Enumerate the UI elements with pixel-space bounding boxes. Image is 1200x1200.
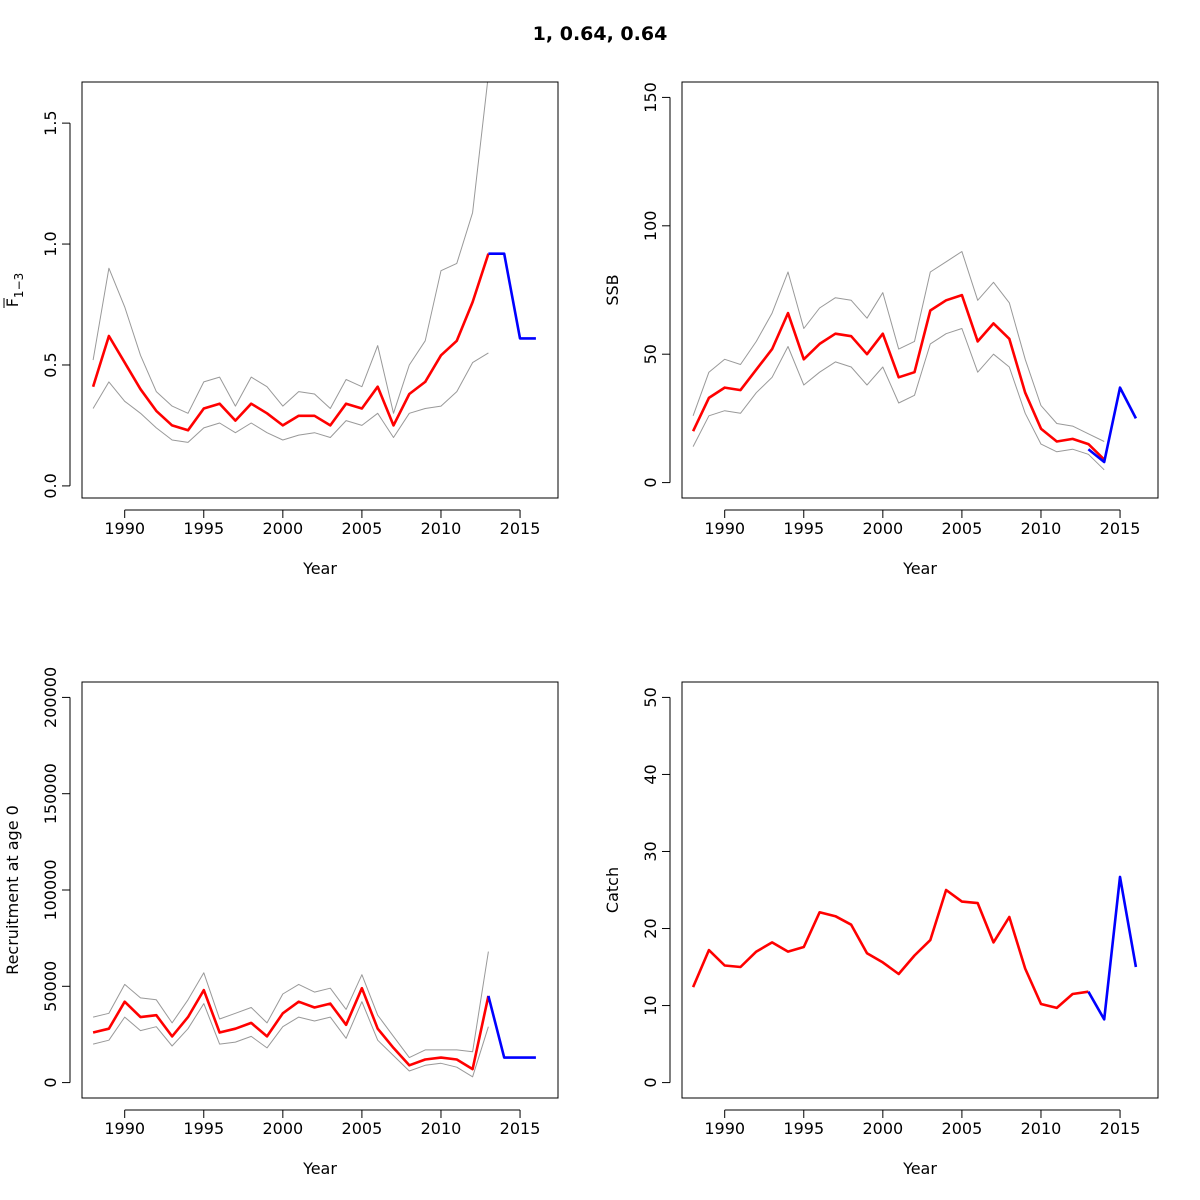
series-group	[91, 82, 536, 443]
x-tick-label: 1990	[704, 519, 745, 538]
y-tick-label: 30	[641, 841, 660, 861]
y-tick-label: 10	[641, 995, 660, 1015]
x-tick-label: 1995	[183, 519, 224, 538]
x-axis: 1990 1995 2000 2005 2010 2015	[104, 1109, 541, 1138]
y-tick-label: 100000	[41, 859, 60, 920]
x-axis: 1990 1995 2000 2005 2010 2015	[704, 509, 1141, 538]
upper-line	[92, 82, 489, 414]
x-tick-label: 1990	[104, 519, 145, 538]
y-tick-label: 0.5	[41, 352, 60, 377]
y-axis-label: SSB	[603, 274, 622, 305]
series-group	[92, 951, 536, 1078]
lower-line	[92, 352, 489, 443]
plot-frame	[681, 81, 1159, 499]
estimate-line	[691, 293, 1106, 461]
y-axis-label: Catch	[603, 867, 622, 913]
estimate-line	[691, 888, 1089, 1010]
catch-panel: 1990 1995 2000 2005 2010 2015 Year 0 10 20 30 40 50 C…	[603, 681, 1159, 1178]
y-axis-label-subscript: 1−3	[12, 273, 26, 298]
x-tick-label: 1995	[783, 519, 824, 538]
plot-frame	[681, 681, 1159, 1099]
y-tick-label: 150	[641, 82, 660, 113]
y-axis-label: F1−3	[3, 273, 26, 308]
estimate-line	[91, 253, 490, 432]
x-tick-label: 2005	[342, 519, 383, 538]
projection-line	[487, 995, 536, 1059]
x-tick-label: 1995	[783, 1119, 824, 1138]
y-axis: 0 50 100 150	[641, 82, 671, 488]
y-tick-label: 200000	[41, 667, 60, 728]
y-axis: 0 50000 100000 150000 200000	[41, 667, 71, 1088]
ssb-panel: 1990 1995 2000 2005 2010 2015 Year 0 50 100 150 SSB	[603, 81, 1159, 578]
estimate-line	[92, 986, 490, 1071]
x-tick-label: 2005	[942, 519, 983, 538]
x-tick-label: 2010	[1021, 1119, 1062, 1138]
y-tick-label: 1.5	[41, 110, 60, 135]
x-tick-label: 2010	[421, 519, 462, 538]
x-tick-label: 1990	[104, 1119, 145, 1138]
x-tick-label: 2015	[500, 1119, 541, 1138]
lower-line	[692, 328, 1105, 471]
y-tick-label: 20	[641, 918, 660, 938]
x-tick-label: 2005	[342, 1119, 383, 1138]
x-tick-label: 1990	[704, 1119, 745, 1138]
projection-line	[488, 252, 536, 340]
x-axis-label: Year	[902, 1159, 937, 1178]
y-tick-label: 1.0	[41, 231, 60, 256]
upper-line	[92, 951, 489, 1059]
y-tick-label: 150000	[41, 763, 60, 824]
x-tick-label: 2015	[1100, 1119, 1141, 1138]
series-group	[691, 875, 1138, 1021]
y-axis-label: Recruitment at age 0	[3, 805, 22, 975]
x-tick-label: 2000	[262, 519, 303, 538]
x-axis-label: Year	[902, 559, 937, 578]
y-tick-label: 0	[41, 1077, 60, 1087]
y-tick-label: 50000	[41, 961, 60, 1012]
x-axis-label: Year	[302, 1159, 337, 1178]
x-tick-label: 2000	[862, 1119, 903, 1138]
figure-title: 1, 0.64, 0.64	[533, 23, 668, 45]
x-tick-label: 1995	[183, 1119, 224, 1138]
lower-line	[92, 1001, 489, 1078]
y-tick-label: 0	[641, 477, 660, 487]
x-axis: 1990 1995 2000 2005 2010 2015	[704, 1109, 1141, 1138]
projection-line	[1087, 875, 1138, 1021]
y-axis-label-main: F	[3, 298, 22, 307]
x-tick-label: 2010	[421, 1119, 462, 1138]
y-axis: 0.0 0.5 1.0 1.5	[41, 110, 71, 499]
x-tick-label: 2000	[262, 1119, 303, 1138]
projection-line	[1087, 386, 1138, 464]
recruitment-panel: 1990 1995 2000 2005 2010 2015 Year 0 50000 100000…	[3, 667, 559, 1178]
y-tick-label: 100	[641, 211, 660, 242]
x-tick-label: 2010	[1021, 519, 1062, 538]
y-tick-label: 40	[641, 764, 660, 784]
y-tick-label: 50	[641, 687, 660, 707]
plot-frame	[81, 81, 559, 499]
x-axis: 1990 1995 2000 2005 2010 2015	[104, 509, 541, 538]
x-tick-label: 2015	[500, 519, 541, 538]
y-tick-label: 0.0	[41, 473, 60, 498]
x-tick-label: 2000	[862, 519, 903, 538]
x-tick-label: 2015	[1100, 519, 1141, 538]
x-axis-label: Year	[302, 559, 337, 578]
series-group	[691, 251, 1138, 471]
y-tick-label: 50	[641, 344, 660, 364]
y-tick-label: 0	[641, 1077, 660, 1087]
plot-frame	[81, 681, 559, 1099]
f-panel: 1990 1995 2000 2005 2010 2015 Year 0.0 0.5 1.0 1.5…	[3, 81, 559, 578]
upper-line	[692, 251, 1105, 442]
x-tick-label: 2005	[942, 1119, 983, 1138]
y-axis: 0 10 20 30 40 50	[641, 687, 671, 1088]
